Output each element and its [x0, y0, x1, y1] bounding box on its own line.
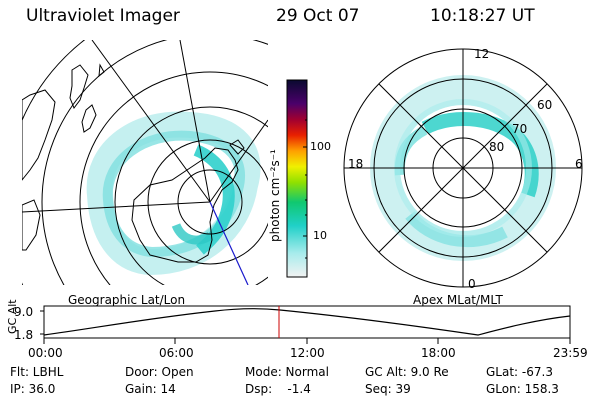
timeline-xtick-1200: 12:00: [290, 346, 325, 360]
timeline-xtick-2359: 23:59: [553, 346, 588, 360]
observation-time: 10:18:27 UT: [430, 6, 535, 26]
geo-latitude-circles: [22, 40, 268, 285]
altitude-curve: [43, 308, 571, 336]
geo-map-caption: Geographic Lat/Lon: [68, 293, 186, 307]
polar-plot-caption: Apex MLat/MLT: [413, 293, 503, 307]
instrument-title: Ultraviolet Imager: [26, 6, 180, 26]
polar-grid: [343, 48, 583, 288]
timeline-ytick-9: 9.0: [14, 305, 34, 319]
status-gain: Gain: 14: [125, 382, 176, 396]
geo-ground-track: [209, 201, 249, 285]
mlat-label-80: 80: [489, 140, 505, 154]
status-filter: Flt: LBHL: [10, 365, 64, 379]
timeline-ticks: [40, 310, 571, 344]
mlt-label-18: 18: [348, 157, 364, 171]
mlat-label-70: 70: [512, 122, 528, 136]
status-dsp: Dsp: -1.4: [245, 382, 311, 396]
status-ip: IP: 36.0: [10, 382, 56, 396]
geo-aurora-emission: [86, 111, 261, 276]
timeline-frame: [43, 305, 571, 339]
timeline-xtick-1800: 18:00: [421, 346, 456, 360]
timeline-xtick-0000: 00:00: [28, 346, 63, 360]
timeline-xtick-0600: 06:00: [159, 346, 194, 360]
status-geo-longitude: GLon: 158.3: [486, 382, 559, 396]
colorbar-tick-100: 100: [310, 140, 331, 153]
colorbar-gradient: [286, 79, 308, 278]
colorbar-ticks: [303, 119, 307, 259]
status-mode: Mode: Normal: [245, 365, 329, 379]
colorbar-tick-10: 10: [313, 229, 327, 242]
mlt-label-0: 0: [468, 277, 476, 291]
timeline-ytick-1-8: 1.8: [14, 328, 34, 342]
observation-date: 29 Oct 07: [276, 6, 360, 26]
mlt-label-6: 6: [575, 157, 583, 171]
mlt-label-12: 12: [474, 47, 490, 61]
mlat-label-60: 60: [537, 98, 553, 112]
geo-meridians: [22, 40, 268, 213]
status-geo-latitude: GLat: -67.3: [486, 365, 553, 379]
status-door: Door: Open: [125, 365, 194, 379]
status-gc-altitude: GC Alt: 9.0 Re: [365, 365, 449, 379]
status-sequence: Seq: 39: [365, 382, 411, 396]
